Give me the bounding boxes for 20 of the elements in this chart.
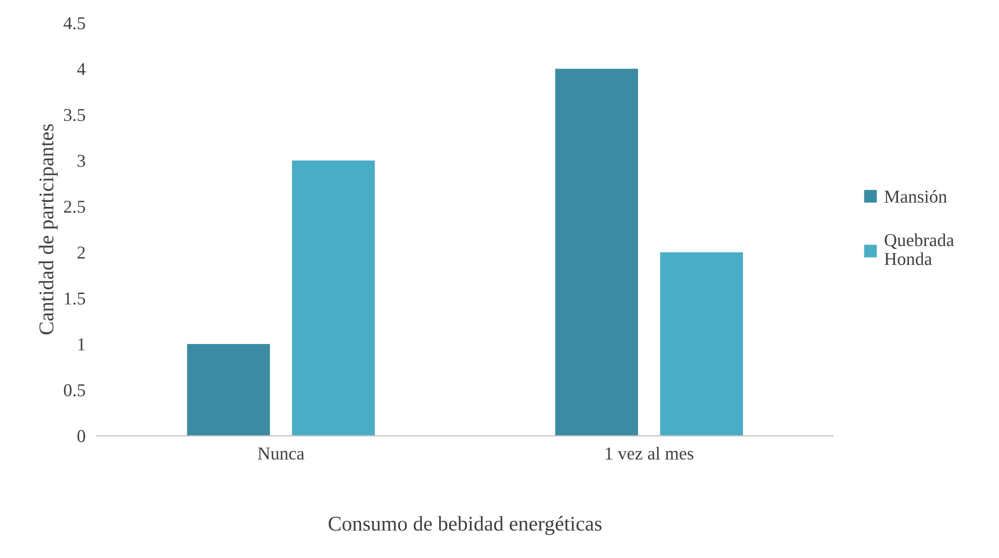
legend-label: Mansión — [884, 190, 947, 203]
y-tick-label: 0.5 — [64, 384, 86, 396]
bar — [187, 344, 270, 436]
y-tick-label: 1 — [78, 338, 85, 350]
x-tick-label: Nunca — [258, 448, 304, 460]
bar — [292, 160, 375, 436]
y-tick-label: 3.5 — [64, 108, 86, 122]
y-tick-label: 0 — [77, 430, 86, 442]
y-tick-label: 1.5 — [64, 292, 86, 305]
legend-label: Quebrada Honda — [884, 233, 954, 266]
bar — [555, 68, 638, 436]
y-axis-title: Cantidad de participantes — [38, 124, 58, 334]
y-tick-label: 4 — [77, 63, 86, 76]
y-tick-label: 4.5 — [64, 17, 86, 30]
y-tick-label: 3 — [78, 154, 86, 167]
bar — [660, 252, 743, 436]
y-tick-label: 2.5 — [64, 200, 86, 213]
y-tick-label: 2 — [78, 246, 85, 259]
x-tick-label: 1 vez al mes — [606, 446, 694, 460]
x-axis-title: Consumo de bebidad energéticas — [328, 516, 602, 536]
